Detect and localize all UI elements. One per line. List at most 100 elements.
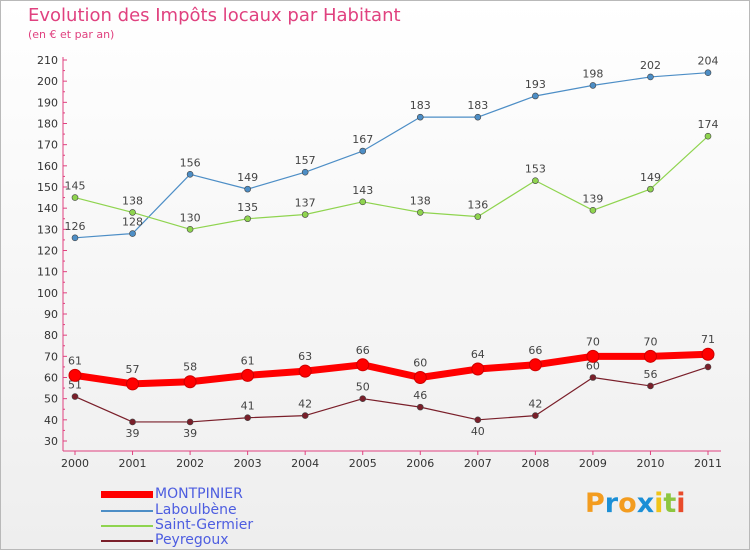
data-point <box>589 206 597 214</box>
data-label: 149 <box>237 171 258 184</box>
y-tick-label: 30 <box>44 435 58 448</box>
data-point <box>359 147 367 155</box>
data-point <box>474 113 482 121</box>
data-label: 39 <box>126 427 140 440</box>
data-point <box>647 382 654 390</box>
data-label: 157 <box>295 154 316 167</box>
data-point <box>186 171 194 178</box>
y-tick-label: 210 <box>37 54 58 67</box>
data-label: 46 <box>413 389 427 402</box>
data-point <box>589 374 597 381</box>
data-label: 66 <box>528 344 542 357</box>
data-label: 42 <box>528 398 542 411</box>
x-tick-label: 2004 <box>291 457 319 470</box>
logo-letter: o <box>618 488 637 519</box>
data-point <box>129 418 136 426</box>
data-label: 50 <box>356 381 370 394</box>
data-point <box>586 349 600 363</box>
y-tick-label: 130 <box>37 223 58 236</box>
data-label: 64 <box>471 348 485 361</box>
data-point <box>241 368 255 382</box>
y-tick-label: 200 <box>37 75 58 88</box>
y-tick-label: 170 <box>37 139 58 152</box>
x-tick-label: 2005 <box>349 457 377 470</box>
data-label: 167 <box>352 133 373 146</box>
data-label: 66 <box>356 344 370 357</box>
data-point <box>413 371 427 384</box>
data-label: 136 <box>467 199 488 212</box>
y-tick-label: 50 <box>44 393 58 406</box>
data-label: 70 <box>586 335 600 348</box>
x-tick-label: 2010 <box>636 457 664 470</box>
y-tick-label: 180 <box>37 118 58 131</box>
x-tick-label: 2008 <box>521 457 549 470</box>
legend-item-montpinier: MONTPINIER <box>101 486 361 502</box>
data-label: 41 <box>241 400 255 413</box>
data-label: 137 <box>295 197 316 210</box>
legend-item-saint-germier: Saint-Germier <box>101 517 361 533</box>
data-point <box>244 414 251 422</box>
data-point <box>71 234 79 242</box>
data-point <box>186 226 194 233</box>
data-point <box>474 416 482 424</box>
data-point <box>532 412 539 419</box>
data-label: 61 <box>241 354 255 367</box>
data-point <box>129 209 136 216</box>
data-point <box>416 113 424 121</box>
data-point <box>528 358 542 372</box>
legend-label: Laboulbène <box>155 502 237 518</box>
series-line <box>71 350 712 388</box>
y-tick-label: 110 <box>37 266 58 279</box>
y-tick-label: 100 <box>37 287 58 300</box>
data-label: 202 <box>640 59 661 72</box>
data-point <box>532 177 539 184</box>
legend-swatch <box>101 510 153 512</box>
x-tick-label: 2011 <box>694 457 722 470</box>
data-point <box>474 213 482 220</box>
data-point <box>589 82 597 89</box>
data-point <box>356 358 370 372</box>
data-point <box>704 69 712 76</box>
data-label: 149 <box>640 171 661 184</box>
data-point <box>643 349 657 363</box>
series-line <box>74 72 709 239</box>
y-tick-label: 60 <box>44 372 58 385</box>
data-point <box>416 403 424 411</box>
data-label: 57 <box>126 363 140 376</box>
legend-item-peyregoux: Peyregoux <box>101 532 361 548</box>
x-tick-label: 2001 <box>119 457 147 470</box>
legend-swatch <box>101 491 153 498</box>
data-label: 135 <box>237 201 258 214</box>
legend-swatch <box>101 525 153 527</box>
data-point <box>647 73 654 81</box>
data-point <box>301 412 309 419</box>
data-label: 193 <box>525 78 546 91</box>
chart-subtitle: (en € et par an) <box>28 28 115 41</box>
data-label: 204 <box>698 55 719 68</box>
legend-item-laboulbene: Laboulbène <box>101 502 361 518</box>
data-label: 58 <box>183 361 197 374</box>
data-point <box>704 132 712 140</box>
y-tick-label: 160 <box>37 160 58 173</box>
data-label: 70 <box>643 335 657 348</box>
data-label: 143 <box>352 184 373 197</box>
data-point <box>647 185 654 193</box>
y-tick-label: 70 <box>44 350 58 363</box>
legend-label: Saint-Germier <box>155 517 254 533</box>
series-line <box>74 366 709 423</box>
data-point <box>416 209 424 216</box>
y-tick-label: 80 <box>44 329 58 342</box>
data-label: 183 <box>410 99 431 112</box>
data-label: 39 <box>183 427 197 440</box>
chart-title: Evolution des Impôts locaux par Habitant <box>28 5 401 26</box>
legend-label: Peyregoux <box>155 532 229 548</box>
x-tick-label: 2007 <box>464 457 492 470</box>
data-point <box>71 194 79 201</box>
data-label: 71 <box>701 333 715 346</box>
data-point <box>359 395 367 402</box>
data-point <box>359 198 367 206</box>
logo-letter: r <box>604 488 619 519</box>
data-point <box>301 211 309 218</box>
series-line <box>74 135 709 230</box>
